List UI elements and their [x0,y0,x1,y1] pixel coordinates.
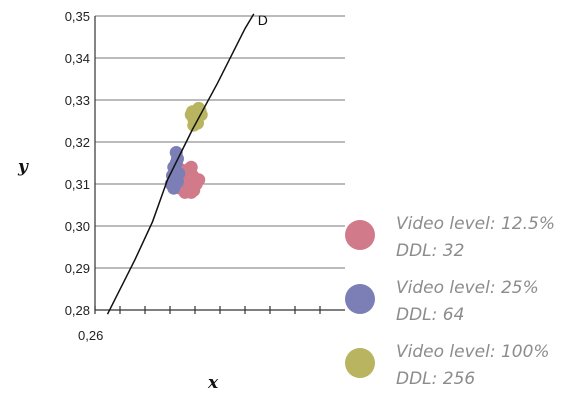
y-tick-labels: 0,35 0,34 0,33 0,32 0,31 0,30 0,29 0,28 [65,9,90,318]
y-tick-label: 0,33 [65,93,90,108]
legend-label: Video level: 12.5% [396,214,555,234]
x-axis-title: x [207,373,219,393]
scatter-point [184,160,198,174]
y-tick-label: 0,31 [65,177,90,192]
scatter-point [187,118,201,132]
y-tick-label: 0,28 [65,303,90,318]
legend-label: Video level: 25% [396,278,539,298]
legend-sublabel: DDL: 256 [396,369,475,389]
y-tick-label: 0,35 [65,9,90,24]
y-axis-title: y [17,157,29,177]
legend-swatch [345,220,375,250]
y-tick-label: 0,30 [65,219,90,234]
y-tick-label: 0,29 [65,261,90,276]
scatter-point [192,173,206,187]
x-tick-label: 0,26 [78,328,103,343]
legend-label: Video level: 100% [396,342,550,362]
legend: Video level: 12.5% DDL: 32 Video level: 25… [345,214,555,389]
legend-swatch [345,284,375,314]
scatter-points [164,101,208,199]
y-tick-label: 0,34 [65,51,90,66]
scatter-point [172,167,186,180]
daylight-locus: D [106,12,268,315]
gridlines [95,15,345,311]
scatter-point [184,185,198,199]
legend-sublabel: DDL: 32 [396,241,464,261]
scatter-point [186,105,199,119]
legend-sublabel: DDL: 64 [396,305,464,325]
x-tick-labels: 0,26 [78,328,103,343]
legend-swatch [345,348,375,378]
locus-line [106,13,255,315]
y-tick-label: 0,32 [65,135,90,150]
locus-end-label: D [258,12,268,28]
axes [94,16,345,314]
